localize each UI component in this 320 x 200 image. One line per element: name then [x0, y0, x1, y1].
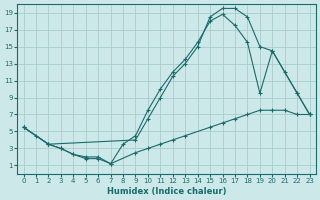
X-axis label: Humidex (Indice chaleur): Humidex (Indice chaleur): [107, 187, 226, 196]
